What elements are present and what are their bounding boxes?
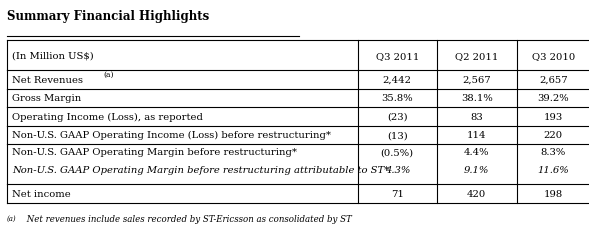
- Text: 114: 114: [467, 131, 487, 140]
- Text: Q2 2011: Q2 2011: [455, 52, 498, 61]
- Text: Non-U.S. GAAP Operating Margin before restructuring attributable to ST*: Non-U.S. GAAP Operating Margin before re…: [12, 165, 389, 174]
- Text: 198: 198: [544, 189, 563, 198]
- Text: (a): (a): [7, 214, 16, 222]
- Text: 9.1%: 9.1%: [464, 165, 489, 174]
- Text: (In Million US$): (In Million US$): [12, 52, 94, 61]
- Text: 39.2%: 39.2%: [538, 94, 569, 103]
- Text: Operating Income (Loss), as reported: Operating Income (Loss), as reported: [12, 112, 203, 121]
- Text: Q3 2010: Q3 2010: [532, 52, 575, 61]
- Text: (13): (13): [387, 131, 408, 140]
- Text: Non-U.S. GAAP Operating Income (Loss) before restructuring*: Non-U.S. GAAP Operating Income (Loss) be…: [12, 131, 331, 140]
- Text: 420: 420: [467, 189, 487, 198]
- Text: Q3 2011: Q3 2011: [376, 52, 419, 61]
- Text: 193: 193: [544, 112, 563, 121]
- Text: Gross Margin: Gross Margin: [12, 94, 81, 103]
- Text: 4.3%: 4.3%: [385, 165, 410, 174]
- Text: Summary Financial Highlights: Summary Financial Highlights: [7, 10, 209, 23]
- Text: 4.4%: 4.4%: [464, 147, 489, 156]
- Text: 2,567: 2,567: [462, 76, 491, 85]
- Text: 83: 83: [471, 112, 483, 121]
- Text: Net Revenues: Net Revenues: [12, 76, 83, 85]
- Text: 38.1%: 38.1%: [461, 94, 492, 103]
- Text: 71: 71: [391, 189, 403, 198]
- Text: 11.6%: 11.6%: [538, 165, 569, 174]
- Text: Net revenues include sales recorded by ST-Ericsson as consolidated by ST: Net revenues include sales recorded by S…: [24, 214, 351, 223]
- Text: 2,657: 2,657: [539, 76, 568, 85]
- Text: (a): (a): [103, 71, 114, 78]
- Text: 2,442: 2,442: [383, 76, 412, 85]
- Text: 8.3%: 8.3%: [541, 147, 566, 156]
- Text: Net income: Net income: [12, 189, 71, 198]
- Text: (0.5%): (0.5%): [380, 147, 414, 156]
- Text: 35.8%: 35.8%: [382, 94, 413, 103]
- Text: 220: 220: [544, 131, 563, 140]
- Text: Non-U.S. GAAP Operating Margin before restructuring*: Non-U.S. GAAP Operating Margin before re…: [12, 147, 297, 156]
- Text: (23): (23): [387, 112, 408, 121]
